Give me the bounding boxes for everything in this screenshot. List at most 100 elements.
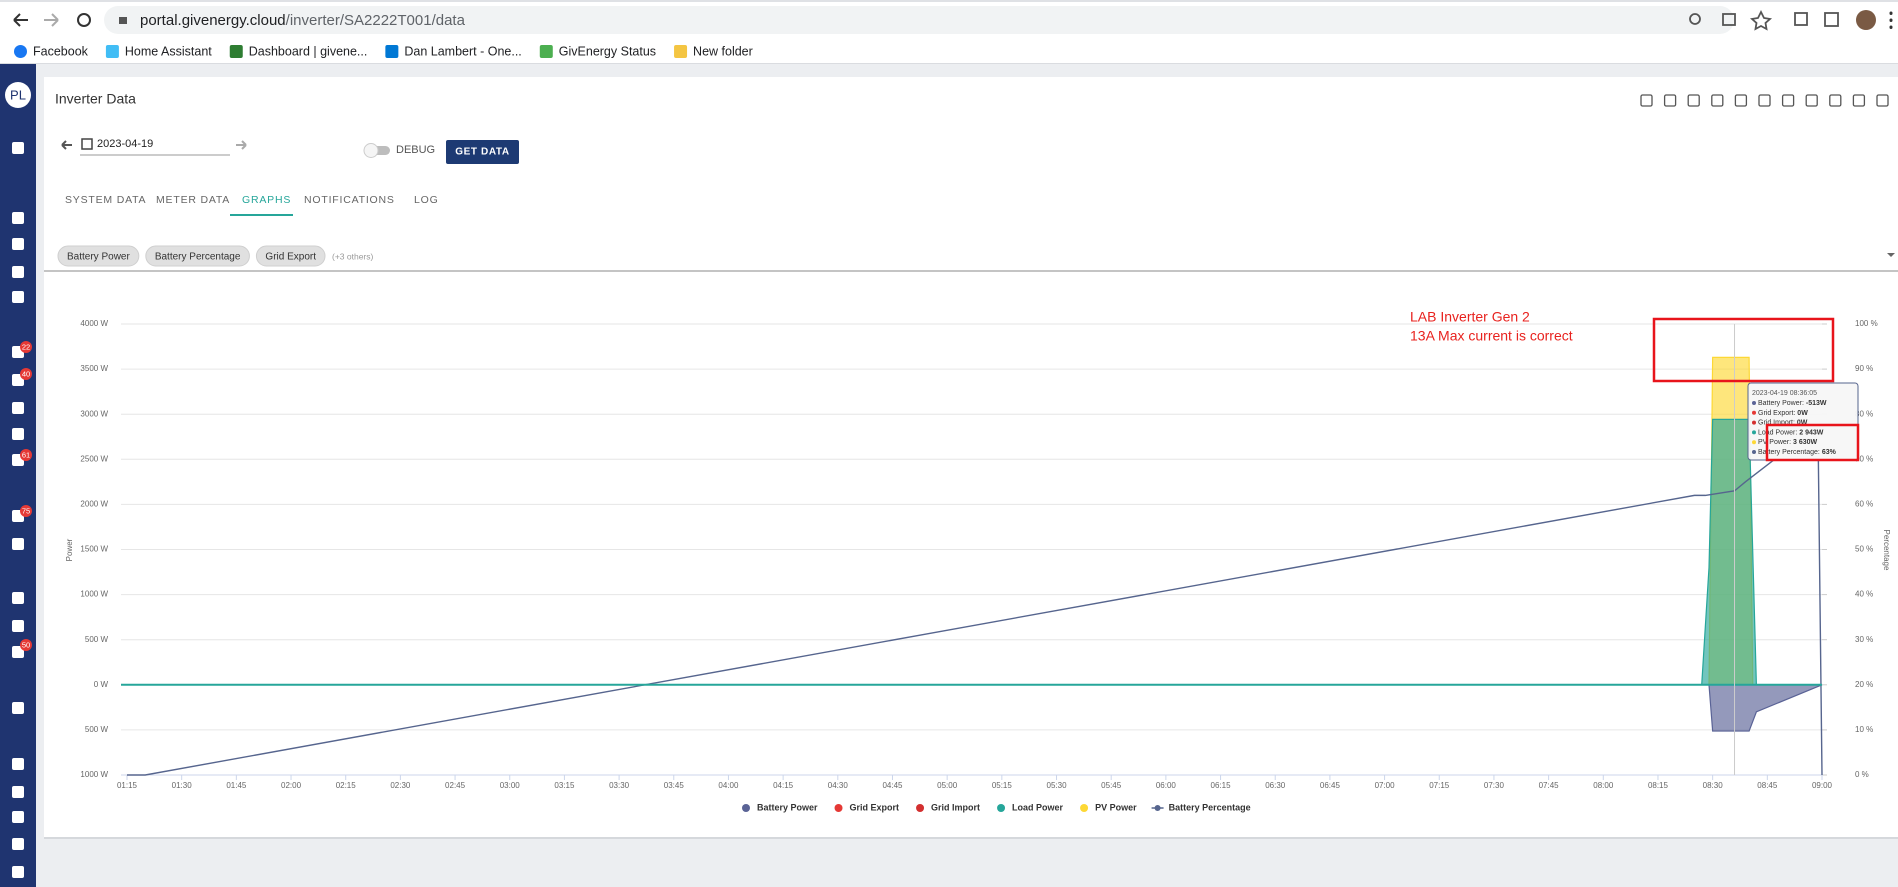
- toolbar-icon[interactable]: [1758, 94, 1771, 107]
- tooltip-row: Grid Import: 0W: [1758, 419, 1808, 426]
- y-tick-label: 1000 W: [80, 590, 108, 599]
- sidebar-icon[interactable]: [12, 786, 24, 798]
- x-tick-label: 07:45: [1539, 781, 1560, 790]
- y2-tick-label: 70 %: [1855, 454, 1873, 463]
- tooltip-row: Load Power: 2 943W: [1758, 429, 1824, 436]
- sidebar-icon[interactable]: [12, 266, 24, 278]
- x-tick-label: 06:00: [1156, 781, 1177, 790]
- extensions-icon[interactable]: [1794, 12, 1808, 26]
- share-icon[interactable]: [1722, 13, 1736, 26]
- chip[interactable]: [57, 245, 140, 267]
- star-icon[interactable]: [1749, 9, 1773, 31]
- legend-symbol: [1080, 804, 1089, 812]
- legend-label[interactable]: Grid Import: [931, 802, 980, 812]
- sidebar-icon[interactable]: [12, 646, 24, 658]
- sidebar-icon[interactable]: [12, 142, 24, 154]
- toolbar-icon[interactable]: [1781, 94, 1795, 107]
- x-tick-label: 06:15: [1211, 781, 1232, 790]
- calendar-icon[interactable]: [81, 138, 93, 150]
- toolbar-icon[interactable]: [1711, 94, 1724, 107]
- sidepanel-icon[interactable]: [1824, 12, 1839, 27]
- sidebar-icon[interactable]: [12, 702, 24, 714]
- legend-label[interactable]: PV Power: [1095, 802, 1137, 812]
- sidebar-icon[interactable]: [12, 291, 24, 303]
- badge: [20, 449, 32, 461]
- sidebar-icon[interactable]: [12, 866, 24, 878]
- tooltip-row: Grid Export: 0W: [1758, 410, 1808, 417]
- bookmark[interactable]: Home Assistant: [125, 44, 212, 58]
- bookmark-icon: [14, 45, 27, 58]
- y2-tick-label: 10 %: [1855, 725, 1873, 734]
- toolbar-icon[interactable]: [1852, 94, 1866, 107]
- legend-label[interactable]: Load Power: [1012, 802, 1064, 812]
- x-tick-label: 02:00: [281, 781, 302, 790]
- sidebar-icon[interactable]: [12, 758, 24, 770]
- sidebar-icon[interactable]: [12, 238, 24, 250]
- x-tick-label: 03:00: [500, 781, 521, 790]
- tab[interactable]: LOG: [414, 194, 439, 206]
- avatar[interactable]: [5, 82, 31, 108]
- filter-dropdown[interactable]: [1887, 253, 1895, 257]
- tooltip-label: Grid Export:: [1758, 410, 1797, 417]
- sidebar-icon[interactable]: [12, 212, 24, 224]
- badge-count: 75: [22, 506, 30, 515]
- zoom-icon[interactable]: [1689, 13, 1701, 25]
- tab[interactable]: NOTIFICATIONS: [304, 194, 395, 206]
- tab[interactable]: SYSTEM DATA: [65, 194, 146, 206]
- sidebar-icon[interactable]: [12, 538, 24, 550]
- x-tick-label: 04:30: [828, 781, 849, 790]
- bookmark-icon: [105, 45, 119, 58]
- tab[interactable]: METER DATA: [156, 194, 230, 206]
- tab[interactable]: GRAPHS: [242, 194, 291, 206]
- next-day[interactable]: [236, 140, 247, 150]
- legend-label[interactable]: Battery Power: [757, 802, 818, 812]
- bookmark[interactable]: Facebook: [33, 44, 89, 58]
- chip[interactable]: [145, 245, 250, 267]
- x-tick-label: 08:45: [1757, 781, 1778, 790]
- sidebar-icon[interactable]: [12, 811, 24, 823]
- sidebar-icon[interactable]: [12, 402, 24, 414]
- bookmark-icon: [385, 45, 399, 58]
- tooltip-value: 0W: [1797, 419, 1808, 426]
- sidebar-icon[interactable]: [12, 838, 24, 850]
- get-data-button[interactable]: [446, 140, 519, 164]
- badge-count: 50: [22, 640, 30, 649]
- toolbar-icon[interactable]: [1663, 94, 1677, 107]
- tooltip-dot: [1752, 410, 1756, 415]
- x-tick-label: 02:15: [336, 781, 357, 790]
- toolbar-icon[interactable]: [1829, 94, 1842, 107]
- sidebar-icon[interactable]: [12, 592, 24, 604]
- back-button[interactable]: [13, 13, 28, 27]
- profile-avatar[interactable]: [1856, 10, 1876, 30]
- date-input[interactable]: 2023-04-19: [97, 138, 153, 150]
- tooltip-label: Battery Power:: [1758, 400, 1806, 407]
- toolbar-icon[interactable]: [1687, 94, 1700, 107]
- avatar-initials: PL: [10, 87, 26, 102]
- sidebar-icon[interactable]: [12, 428, 24, 440]
- x-tick-label: 07:15: [1429, 781, 1450, 790]
- badge-count: 61: [22, 450, 30, 459]
- prev-day[interactable]: [61, 140, 72, 150]
- tooltip-label: Grid Import:: [1758, 419, 1797, 426]
- address-bar[interactable]: [104, 6, 1734, 34]
- legend-symbol: [916, 804, 925, 812]
- toolbar-icon[interactable]: [1805, 94, 1818, 107]
- toolbar-icon[interactable]: [1876, 94, 1889, 107]
- legend-label[interactable]: Battery Percentage: [1169, 802, 1251, 812]
- bookmark[interactable]: Dashboard | givene...: [249, 44, 368, 58]
- bookmark[interactable]: New folder: [693, 44, 753, 58]
- chip[interactable]: [255, 245, 326, 267]
- debug-toggle-knob[interactable]: [363, 143, 379, 158]
- legend-symbol: [742, 804, 750, 812]
- toolbar-icon[interactable]: [1734, 94, 1748, 107]
- legend-label[interactable]: Grid Export: [850, 802, 900, 812]
- reload-button[interactable]: [77, 13, 91, 27]
- bookmark[interactable]: Dan Lambert - One...: [404, 44, 521, 58]
- sidebar-icon[interactable]: [12, 620, 24, 632]
- forward-button[interactable]: [44, 13, 59, 27]
- tooltip-dot: [1752, 420, 1756, 425]
- bookmark[interactable]: GivEnergy Status: [559, 44, 656, 58]
- y2-tick-label: 0 %: [1855, 770, 1869, 779]
- toolbar-icon[interactable]: [1640, 94, 1653, 107]
